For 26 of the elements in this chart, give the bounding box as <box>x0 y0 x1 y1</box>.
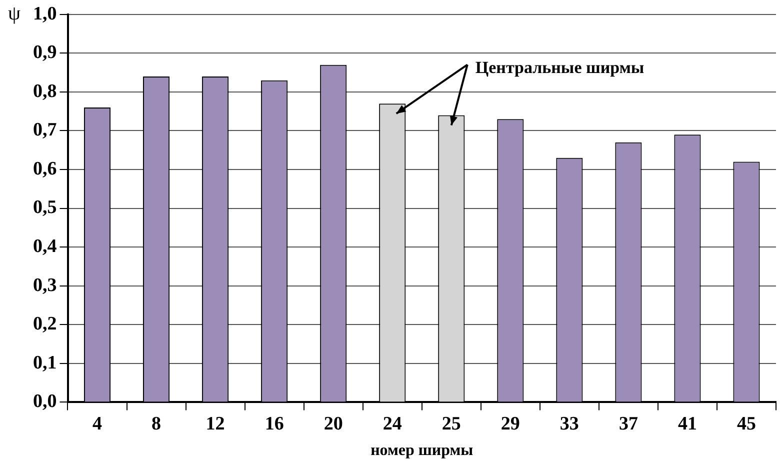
y-tick-label: 0,0 <box>33 391 57 412</box>
y-tick-label: 0,5 <box>33 197 57 218</box>
annotation: Центральные ширмы <box>475 58 644 78</box>
y-axis-title: ψ <box>8 2 21 25</box>
y-tick-label: 0,7 <box>33 120 58 141</box>
x-tick-label: 37 <box>618 414 638 435</box>
x-tick-label: 33 <box>560 414 579 435</box>
y-tick-label: 0,9 <box>33 42 57 64</box>
x-tick-label: 25 <box>442 414 461 435</box>
y-tick-label: 0,1 <box>33 352 57 374</box>
x-axis-title: номер ширмы <box>370 442 474 460</box>
x-tick-label: 20 <box>324 414 343 435</box>
x-tick-label: 29 <box>500 414 520 435</box>
x-tick-label: 45 <box>736 414 756 435</box>
x-tick-label: 24 <box>382 414 402 435</box>
y-tick-label: 0,4 <box>33 236 58 257</box>
x-tick-label: 8 <box>152 414 162 435</box>
y-tick-label: 0,8 <box>33 80 57 102</box>
x-tick-label: 16 <box>264 414 284 435</box>
y-tick-label: 0,2 <box>33 314 57 335</box>
x-tick-label: 41 <box>678 414 697 435</box>
x-tick-label: 4 <box>92 414 103 435</box>
x-tick-label: 12 <box>206 414 225 435</box>
y-tick-label: 0,6 <box>33 158 57 180</box>
y-tick-label: 1,0 <box>33 3 57 24</box>
y-tick-label: 0,3 <box>33 274 57 296</box>
